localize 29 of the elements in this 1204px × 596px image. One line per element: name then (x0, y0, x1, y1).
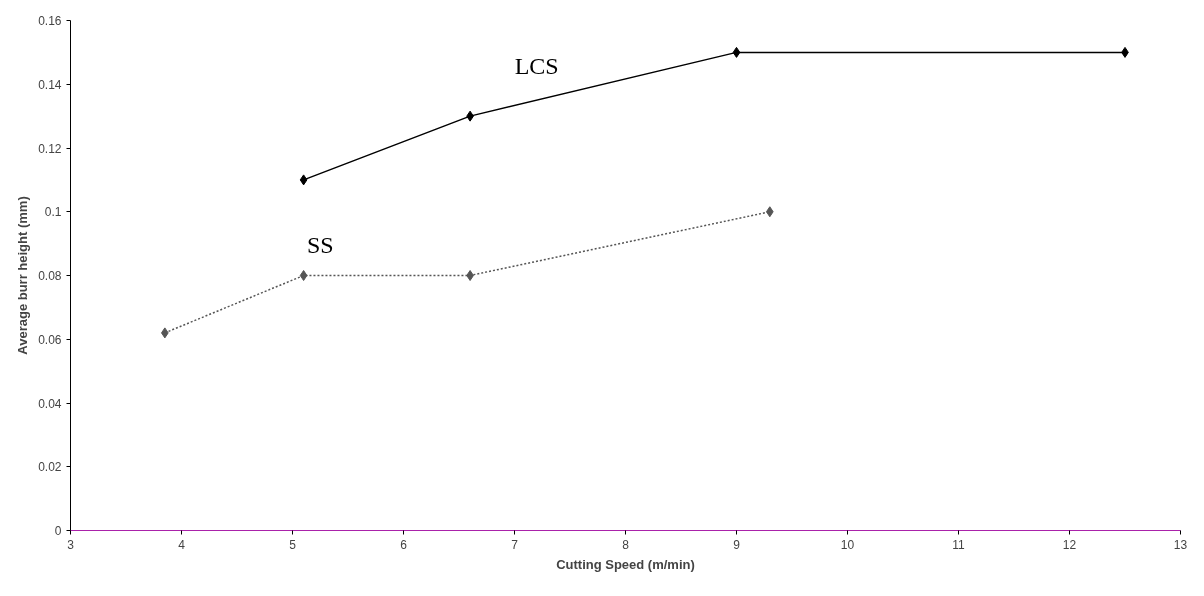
y-tick-label: 0.08 (38, 269, 62, 283)
x-tick-label: 7 (511, 537, 519, 552)
point (299, 270, 308, 281)
x-axis-title: Cutting Speed (m/min) (556, 556, 695, 572)
x-tick-label: 6 (400, 537, 408, 552)
y-tick-label: 0.16 (38, 14, 62, 28)
x-tick-label: 11 (952, 537, 966, 552)
y-tick-label: 0.02 (38, 460, 62, 475)
y-tick-label: 0.12 (38, 141, 62, 156)
x-tick-label: 10 (840, 537, 855, 552)
y-tick-label: 0.14 (38, 77, 62, 92)
x-tick-label: 9 (733, 537, 741, 552)
point (466, 270, 474, 281)
x-tick-label: 12 (1062, 537, 1077, 552)
point (765, 206, 774, 218)
y-tick-label: 0 (54, 524, 62, 538)
x-tick-label: 13 (1173, 537, 1188, 552)
series-label: LCS (514, 53, 559, 79)
x-tick-label: 3 (67, 537, 75, 552)
series-label: SS (306, 231, 334, 258)
y-tick-label: 0.04 (38, 396, 62, 411)
x-tick-label: 8 (622, 537, 630, 552)
point (299, 174, 308, 186)
y-tick-label: 0.06 (38, 332, 62, 347)
point (732, 46, 741, 58)
x-tick-label: 4 (178, 537, 186, 552)
x-tick-label: 5 (289, 537, 297, 552)
y-axis-title: Average burr height (mm) (15, 196, 31, 355)
y-tick-label: 0.1 (44, 205, 62, 220)
